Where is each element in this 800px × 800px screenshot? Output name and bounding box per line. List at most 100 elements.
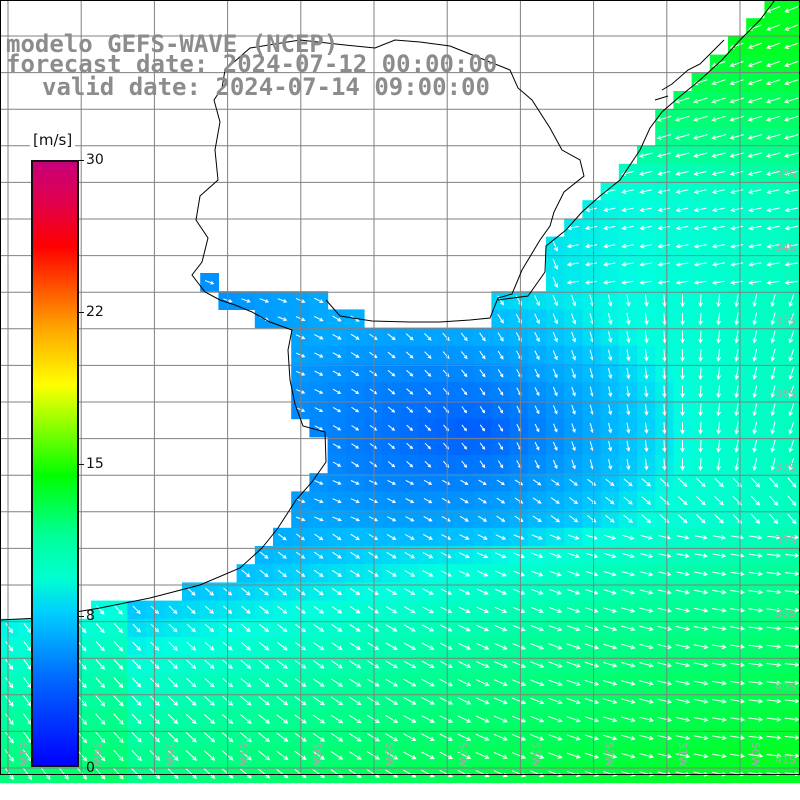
- wind-arrow: [621, 661, 636, 668]
- wind-arrow: [404, 551, 416, 559]
- wind-arrow: [784, 716, 800, 722]
- wind-arrow: [277, 533, 287, 541]
- wind-arrow: [332, 461, 342, 467]
- wind-arrow: [784, 207, 798, 213]
- wind-arrow: [204, 623, 215, 633]
- wind-arrow: [441, 534, 452, 540]
- wind-arrow: [621, 571, 636, 577]
- wind-arrow: [185, 750, 197, 761]
- wind-arrow: [132, 641, 142, 651]
- wind-arrow: [729, 134, 744, 140]
- wind-arrow: [752, 294, 758, 308]
- wind-arrow: [96, 605, 105, 615]
- wind-arrow: [748, 698, 764, 704]
- wind-arrow: [239, 732, 252, 743]
- wind-arrow: [602, 643, 618, 650]
- wind-arrow: [186, 605, 196, 615]
- wind-arrow: [512, 588, 526, 595]
- wind-arrow: [571, 350, 576, 361]
- colorbar-tickmark: [79, 616, 84, 617]
- wind-arrow: [457, 697, 472, 705]
- wind-arrow: [424, 388, 432, 395]
- wind-arrow: [748, 735, 764, 740]
- wind-arrow: [478, 497, 487, 504]
- wind-arrow: [203, 714, 216, 725]
- wind-arrow: [766, 589, 782, 595]
- wind-arrow: [639, 662, 654, 668]
- wind-arrow: [461, 369, 468, 378]
- wind-arrow: [675, 680, 691, 686]
- wind-arrow: [766, 698, 782, 704]
- wind-arrow: [403, 606, 416, 614]
- wind-arrow: [602, 734, 618, 741]
- wind-arrow: [626, 404, 631, 416]
- wind-arrow: [748, 717, 764, 722]
- wind-arrow: [548, 716, 563, 723]
- wind-arrow: [424, 333, 432, 341]
- wind-arrow: [423, 479, 433, 485]
- wind-arrow: [585, 607, 599, 613]
- wind-arrow: [711, 134, 726, 140]
- wind-arrow: [475, 733, 490, 741]
- wind-arrow: [552, 240, 559, 252]
- wind-arrow: [644, 367, 649, 380]
- wind-arrow: [351, 443, 360, 449]
- wind-arrow: [608, 459, 613, 471]
- wind-arrow: [626, 440, 631, 452]
- wind-arrow: [403, 696, 417, 705]
- wind-arrow: [694, 589, 709, 595]
- wind-arrow: [461, 460, 468, 469]
- wind-arrow: [770, 330, 776, 344]
- wind-arrow: [657, 698, 673, 704]
- wind-arrow: [662, 403, 667, 417]
- wind-arrow: [621, 752, 636, 759]
- wind-arrow: [77, 623, 87, 634]
- wind-arrow: [351, 370, 360, 376]
- wind-arrow: [675, 644, 691, 650]
- wind-arrow: [585, 589, 599, 595]
- wind-arrow: [259, 605, 270, 614]
- wind-arrow: [765, 134, 781, 140]
- wind-arrow: [711, 152, 726, 158]
- wind-arrow: [330, 696, 344, 706]
- wind-arrow: [571, 405, 576, 415]
- wind-arrow: [656, 115, 672, 122]
- wind-arrow: [530, 752, 545, 759]
- wind-arrow: [493, 715, 508, 723]
- wind-arrow: [241, 605, 251, 614]
- wind-arrow: [716, 385, 722, 399]
- wind-arrow: [711, 680, 727, 686]
- wind-arrow: [403, 660, 417, 669]
- wind-arrow: [349, 660, 362, 669]
- wind-arrow: [403, 642, 417, 650]
- wind-arrow: [693, 735, 709, 741]
- wind-arrow: [675, 753, 691, 759]
- wind-arrow: [766, 24, 781, 31]
- wind-arrow: [729, 97, 744, 104]
- wind-arrow: [766, 189, 780, 195]
- colorbar-tick-15: 15: [86, 456, 104, 472]
- wind-arrow: [788, 458, 795, 471]
- wind-arrow: [479, 387, 486, 396]
- wind-arrow: [404, 534, 415, 540]
- wind-arrow: [584, 716, 600, 723]
- wind-arrow: [387, 406, 396, 413]
- wind-arrow: [748, 607, 764, 613]
- wind-arrow: [730, 589, 745, 595]
- wind-arrow: [784, 79, 799, 86]
- wind-arrow: [168, 695, 179, 706]
- wind-arrow: [784, 662, 800, 667]
- wind-arrow: [693, 262, 707, 267]
- wind-arrow: [692, 115, 708, 122]
- wind-arrow: [750, 477, 761, 488]
- wind-arrow: [621, 243, 634, 249]
- wind-arrow: [675, 225, 689, 231]
- wind-arrow: [766, 262, 780, 267]
- wind-arrow: [657, 753, 673, 759]
- wind-arrow: [258, 660, 270, 669]
- wind-arrow: [367, 642, 380, 650]
- wind-arrow: [497, 460, 504, 469]
- wind-arrow: [644, 330, 649, 344]
- wind-arrow: [168, 659, 178, 670]
- wind-arrow: [458, 570, 471, 577]
